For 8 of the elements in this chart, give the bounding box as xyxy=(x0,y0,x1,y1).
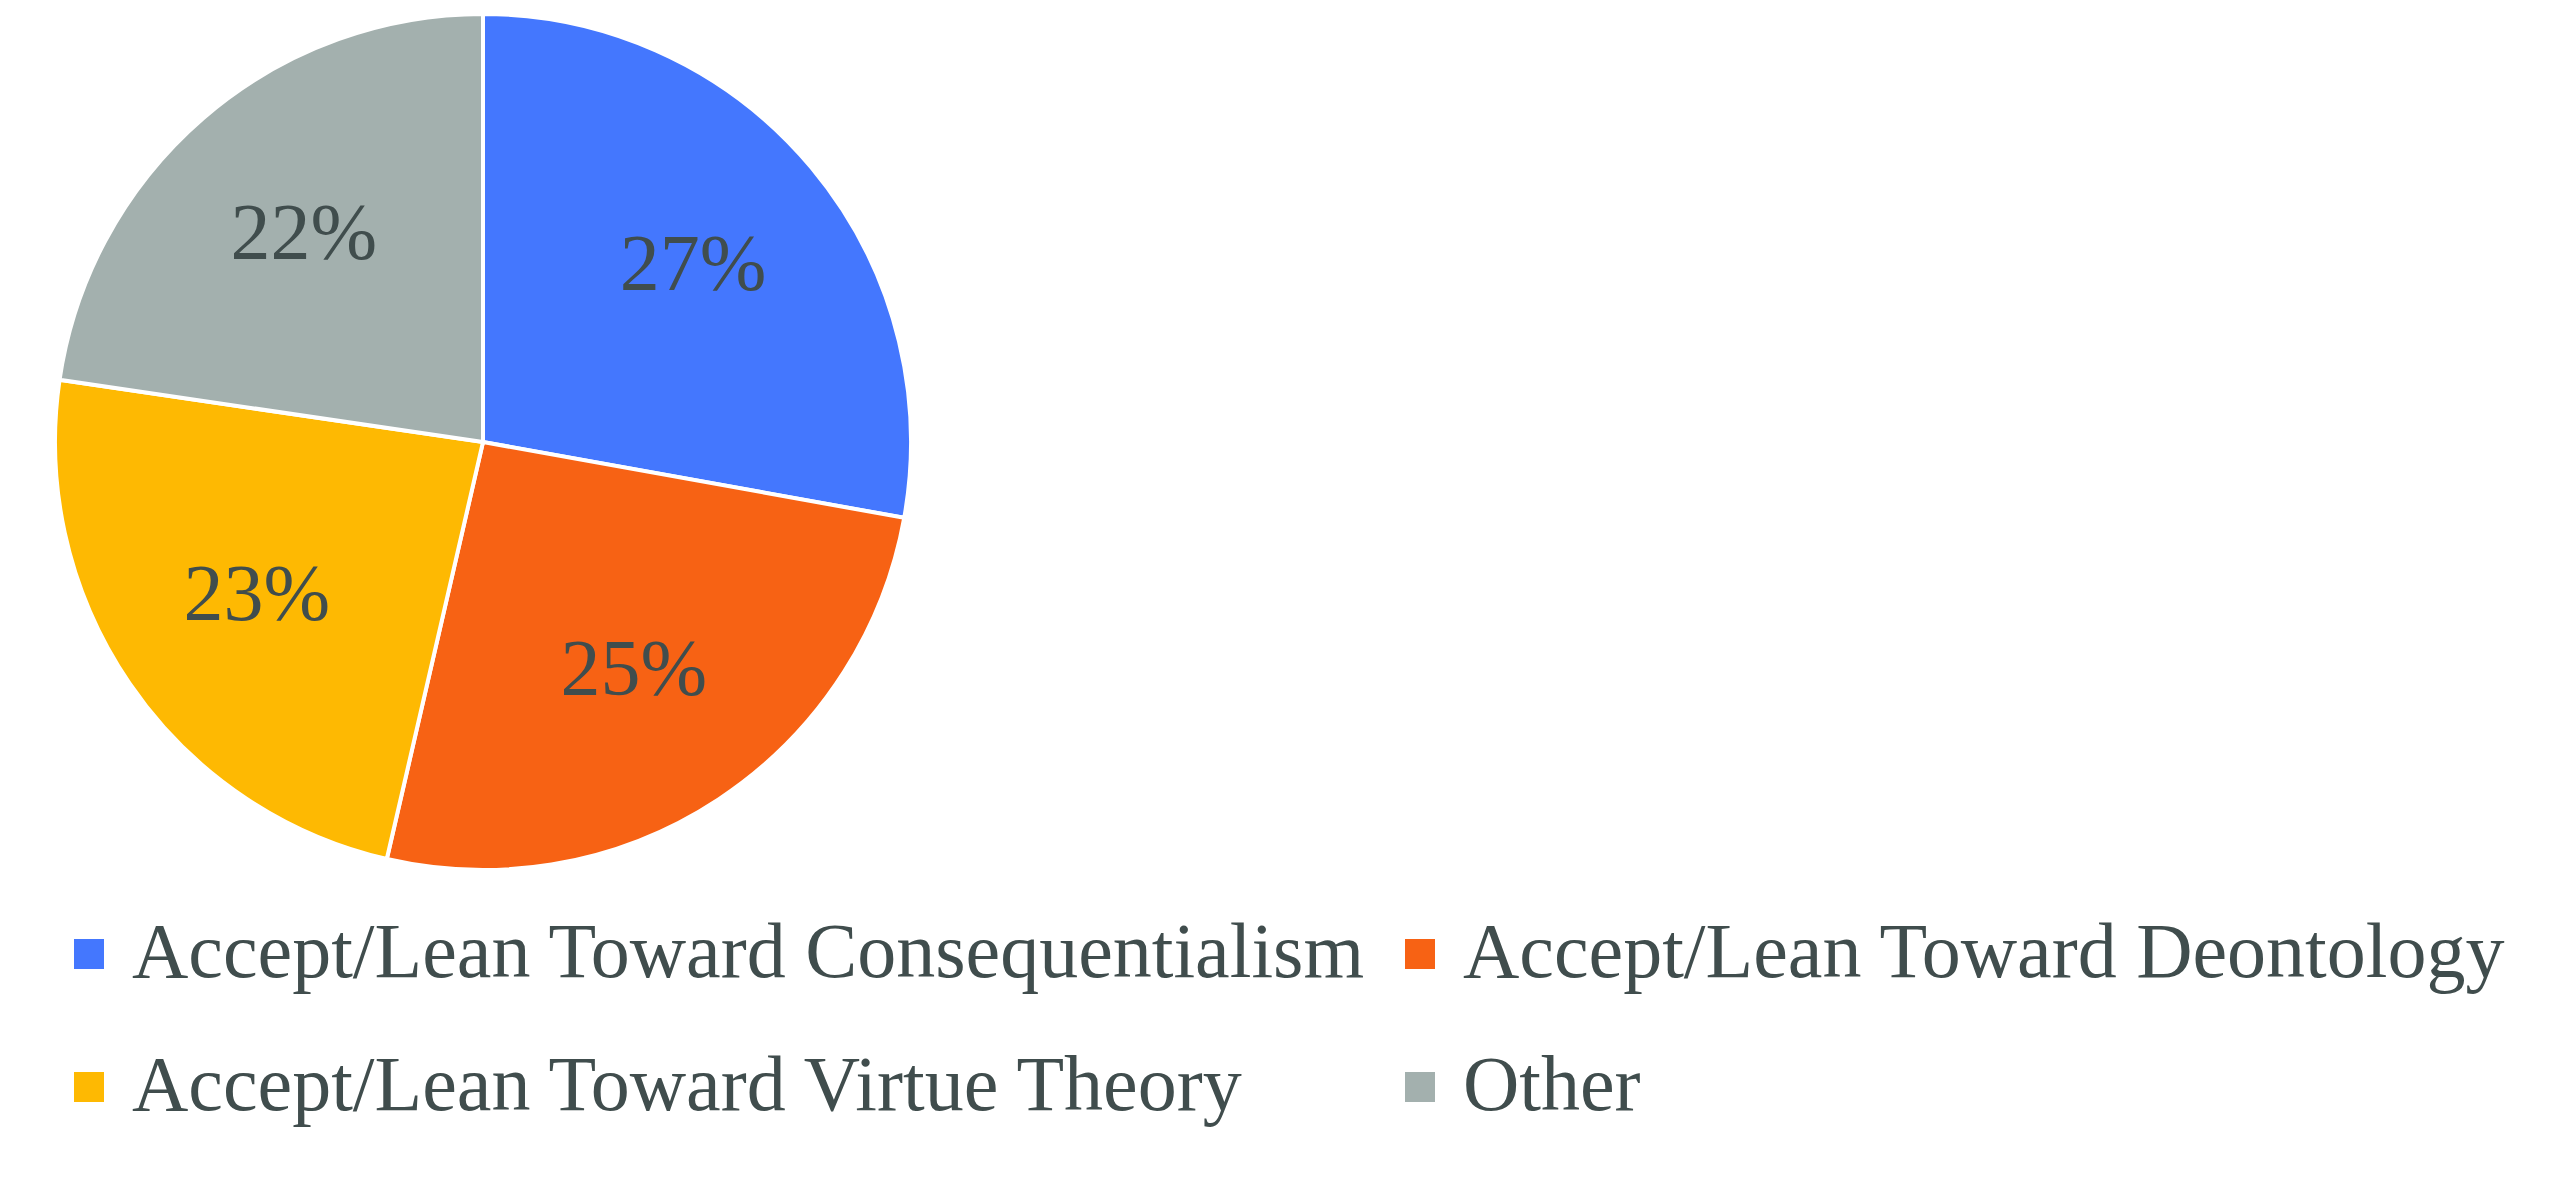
data-label: 25% xyxy=(560,623,708,712)
data-label: 27% xyxy=(619,219,767,308)
legend-label: Accept/Lean Toward Deontology xyxy=(1463,907,2505,994)
legend-label: Accept/Lean Toward Virtue Theory xyxy=(132,1040,1242,1127)
legend-label: Other xyxy=(1463,1040,1641,1127)
data-label: 23% xyxy=(183,549,331,638)
data-label: 22% xyxy=(230,187,378,276)
legend-label: Accept/Lean Toward Consequentialism xyxy=(132,907,1365,994)
